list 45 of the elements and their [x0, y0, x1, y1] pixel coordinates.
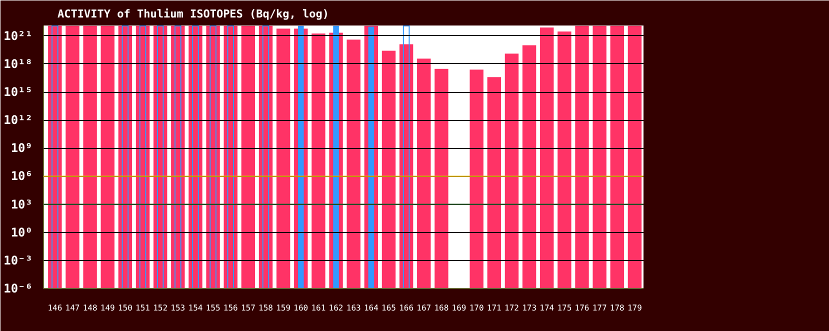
x-tick-label: 147: [65, 304, 80, 312]
x-tick-label: 155: [206, 304, 220, 312]
x-tick-label: 146: [48, 304, 62, 312]
x-tick-label: 176: [574, 304, 590, 312]
y-tick-label: 10¹⁵: [4, 85, 33, 100]
y-tick-label: 10⁶: [10, 169, 33, 184]
x-tick-label: 153: [170, 304, 186, 312]
x-tick-label: 161: [311, 304, 326, 312]
chart-title: ACTIVITY of Thulium ISOTOPES (Bq/kg, log): [58, 8, 330, 20]
y-tick-label: 10²¹: [4, 28, 33, 43]
y-tick-label: 10¹²: [4, 113, 33, 128]
x-tick-label: 174: [540, 304, 554, 312]
x-tick-label: 169: [452, 304, 466, 312]
x-tick-label: 159: [276, 304, 291, 312]
x-tick-label: 151: [136, 304, 150, 312]
x-tick-label: 157: [240, 304, 256, 312]
x-tick-label: 166: [399, 304, 414, 312]
x-tick-label: 149: [100, 304, 116, 312]
y-tick-label: 10¹⁸: [4, 56, 33, 71]
x-tick-label: 158: [258, 304, 274, 312]
x-tick-label: 150: [118, 304, 133, 312]
x-tick-label: 179: [627, 304, 642, 312]
y-tick-label: 10⁰: [10, 225, 33, 240]
y-tick-label: 10⁻³: [4, 253, 33, 268]
x-tick-label: 156: [223, 304, 238, 312]
y-tick-label: 10⁻⁶: [4, 282, 33, 296]
y-tick-label: 10⁹: [10, 141, 33, 156]
x-tick-label: 162: [328, 304, 344, 312]
x-tick-label: 177: [592, 304, 607, 312]
x-tick-label: 172: [504, 304, 520, 312]
x-tick-label: 163: [346, 304, 362, 312]
x-tick-label: 173: [522, 304, 537, 312]
x-tick-label: 167: [416, 304, 432, 312]
x-tick-label: 165: [382, 304, 396, 312]
x-tick-label: 160: [294, 304, 308, 312]
x-tick-label: 168: [434, 304, 449, 312]
x-tick-label: 175: [557, 304, 572, 312]
x-tick-label: 171: [486, 304, 502, 312]
x-tick-label: 154: [188, 304, 203, 312]
x-tick-label: 148: [82, 304, 98, 312]
x-tick-label: 178: [610, 304, 625, 312]
x-tick-label: 164: [364, 304, 379, 312]
y-tick-label: 10³: [10, 197, 33, 212]
x-tick-label: 152: [153, 304, 168, 312]
x-tick-label: 170: [469, 304, 484, 312]
